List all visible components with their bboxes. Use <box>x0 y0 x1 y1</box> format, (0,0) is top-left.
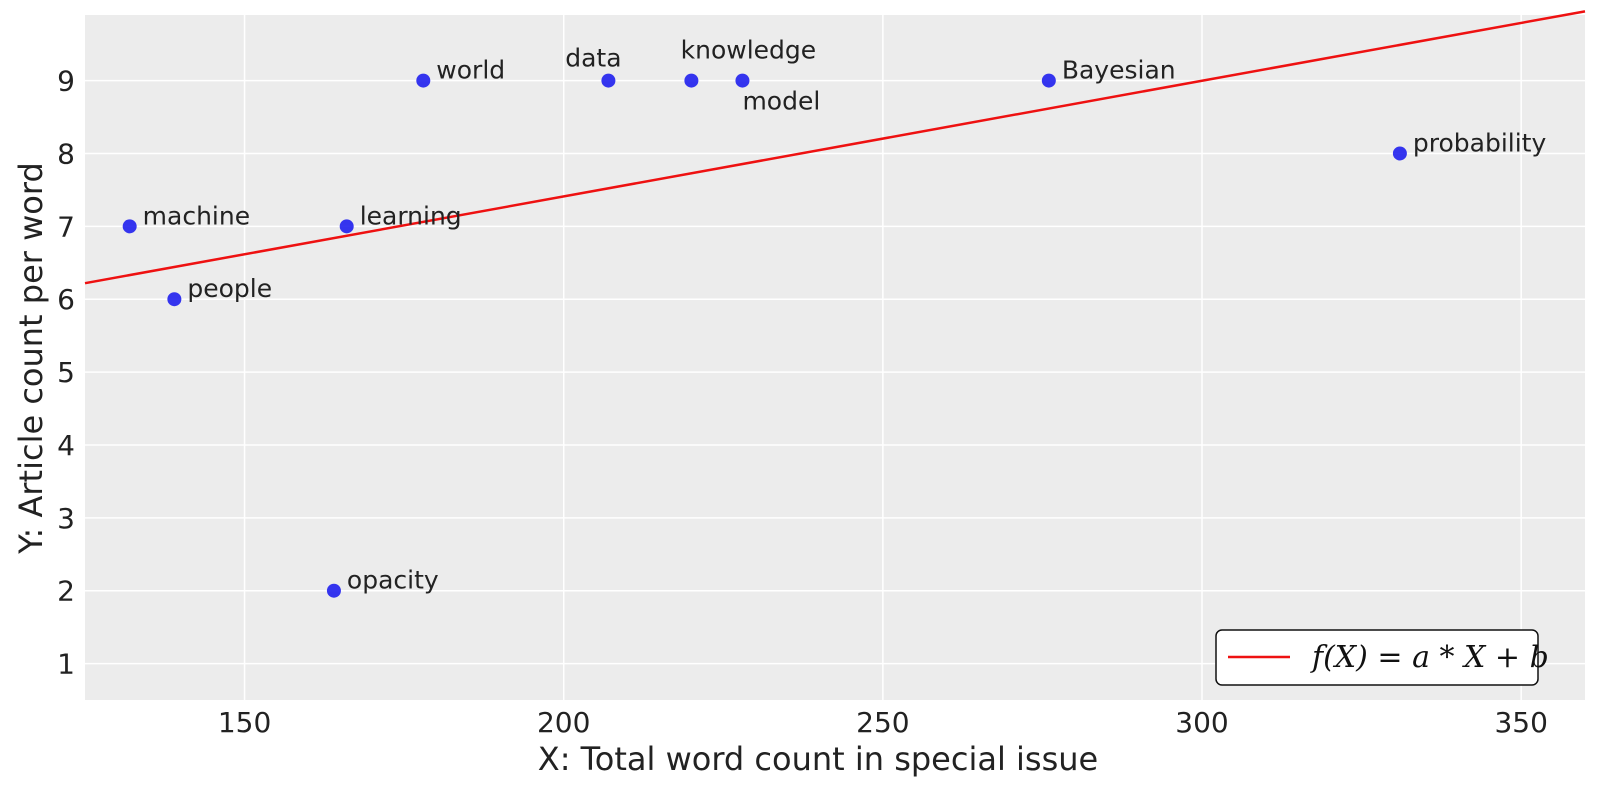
point-label-learning: learning <box>360 201 462 230</box>
x-tick-label: 300 <box>1175 706 1228 739</box>
legend: f(X) = a * X + b <box>1215 629 1549 686</box>
y-tick-labels: 1 2 3 4 5 6 7 8 9 <box>57 65 75 681</box>
point-data <box>601 73 616 88</box>
point-label-machine: machine <box>143 201 250 230</box>
x-tick-label: 150 <box>218 706 271 739</box>
y-tick-label: 8 <box>57 137 75 170</box>
x-tick-labels: 150 200 250 300 350 <box>218 706 1548 739</box>
point-model <box>735 73 750 88</box>
point-opacity <box>326 583 341 598</box>
x-tick-label: 200 <box>537 706 590 739</box>
point-labels: machine people opacity learning world data kno… <box>143 36 1547 595</box>
y-tick-label: 4 <box>57 429 75 462</box>
point-label-opacity: opacity <box>347 566 439 595</box>
legend-box <box>1215 629 1539 686</box>
point-label-probability: probability <box>1413 128 1547 157</box>
point-knowledge <box>684 73 699 88</box>
point-label-people: people <box>187 274 272 303</box>
point-bayesian <box>1041 73 1056 88</box>
point-label-world: world <box>436 56 505 85</box>
point-label-bayesian: Bayesian <box>1062 56 1176 85</box>
plot-background <box>85 15 1585 700</box>
point-world <box>416 73 431 88</box>
x-tick-label: 350 <box>1494 706 1547 739</box>
point-machine <box>122 219 137 234</box>
gridlines <box>85 15 1585 700</box>
y-tick-label: 5 <box>57 356 75 389</box>
y-tick-label: 1 <box>57 648 75 681</box>
legend-label: f(X) = a * X + b <box>1310 640 1549 675</box>
point-label-model: model <box>742 87 820 116</box>
x-axis-title: X: Total word count in special issue <box>538 740 1098 778</box>
y-tick-label: 2 <box>57 575 75 608</box>
y-tick-label: 7 <box>57 210 75 243</box>
point-learning <box>339 219 354 234</box>
y-tick-label: 6 <box>57 283 75 316</box>
point-people <box>167 292 182 307</box>
x-tick-label: 250 <box>856 706 909 739</box>
point-probability <box>1392 146 1407 161</box>
fit-line <box>84 10 1586 285</box>
y-tick-label: 3 <box>57 502 75 535</box>
y-tick-label: 9 <box>57 65 75 98</box>
point-label-knowledge: knowledge <box>681 36 817 65</box>
data-points <box>122 73 1407 598</box>
point-label-data: data <box>565 44 621 73</box>
y-axis-title: Y: Article count per word <box>12 162 50 555</box>
